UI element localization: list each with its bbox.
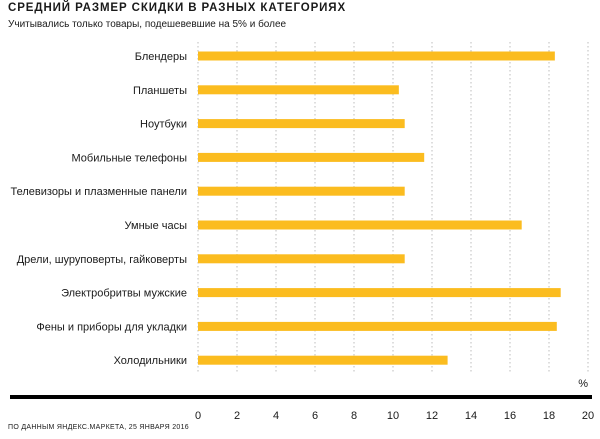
- category-label: Блендеры: [135, 51, 187, 63]
- x-tick-label: 10: [387, 410, 399, 422]
- bar: [198, 152, 425, 162]
- x-tick-label: 4: [273, 410, 279, 422]
- chart-title: СРЕДНИЙ РАЗМЕР СКИДКИ В РАЗНЫХ КАТЕГОРИЯ…: [8, 2, 347, 14]
- bar: [198, 355, 448, 365]
- x-axis-tick-labels: 0 2 4 6 8 10 12 14 16 18 20: [195, 410, 594, 422]
- bar: [198, 119, 405, 129]
- category-label: Мобильные телефоны: [71, 152, 187, 164]
- grid-lines: [197, 42, 589, 373]
- category-label: Холодильники: [114, 355, 187, 367]
- x-tick-label: 0: [195, 410, 201, 422]
- bar: [198, 51, 555, 61]
- category-label: Фены и приборы для укладки: [36, 321, 187, 333]
- x-tick-label: 12: [426, 410, 438, 422]
- x-tick-label: 6: [312, 410, 318, 422]
- bar: [198, 85, 399, 95]
- category-label: Дрели, шуруповерты, гайковерты: [17, 254, 187, 266]
- category-label: Умные часы: [125, 220, 188, 232]
- category-label: Планшеты: [133, 85, 187, 97]
- bar: [198, 254, 405, 264]
- source-note: ПО ДАННЫМ ЯНДЕКС.МАРКЕТА, 25 ЯНВАРЯ 2016: [8, 424, 189, 431]
- category-label: Ноутбуки: [140, 119, 187, 131]
- x-tick-label: 16: [504, 410, 516, 422]
- bar: [198, 321, 557, 331]
- chart-subtitle: Учитывались только товары, подешевевшие …: [8, 19, 287, 30]
- bars: [198, 51, 561, 365]
- x-tick-label: 14: [465, 410, 477, 422]
- bar: [198, 220, 522, 230]
- x-axis-unit-label: %: [578, 378, 588, 390]
- category-label: Телевизоры и плазменные панели: [11, 186, 187, 198]
- x-tick-label: 18: [543, 410, 555, 422]
- x-tick-label: 8: [351, 410, 357, 422]
- bar: [198, 288, 561, 298]
- bar: [198, 186, 405, 196]
- category-labels: Блендеры Планшеты Ноутбуки Мобильные телефо…: [11, 51, 188, 367]
- category-label: Электробритвы мужские: [61, 288, 187, 300]
- x-tick-label: 20: [582, 410, 594, 422]
- x-tick-label: 2: [234, 410, 240, 422]
